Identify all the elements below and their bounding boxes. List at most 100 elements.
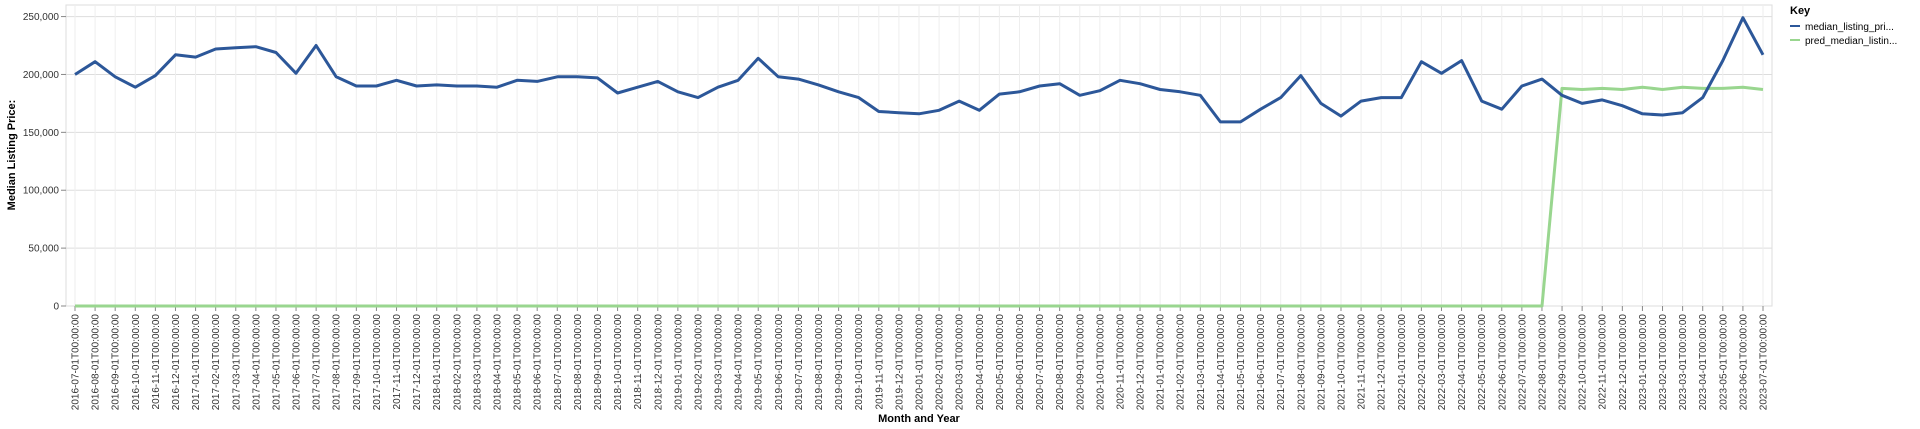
y-tick-label: 200,000 [23,70,60,81]
x-tick-label: 2022-02-01T00:00:00 [1417,314,1428,411]
x-tick-label: 2022-04-01T00:00:00 [1457,314,1468,411]
x-tick-label: 2022-03-01T00:00:00 [1437,314,1448,411]
x-tick-label: 2019-11-01T00:00:00 [874,314,885,410]
legend-label-median: median_listing_pri... [1805,22,1894,33]
x-tick-label: 2023-03-01T00:00:00 [1678,314,1689,411]
x-tick-label: 2017-03-01T00:00:00 [231,314,242,411]
x-tick-label: 2019-04-01T00:00:00 [734,314,745,411]
y-tick-label: 50,000 [28,244,59,255]
x-tick-label: 2022-01-01T00:00:00 [1397,314,1408,411]
x-tick-label: 2023-02-01T00:00:00 [1658,314,1669,411]
x-tick-label: 2023-04-01T00:00:00 [1698,314,1709,411]
x-tick-label: 2020-05-01T00:00:00 [995,314,1006,411]
y-tick-label: 250,000 [23,12,60,23]
x-tick-label: 2019-03-01T00:00:00 [714,314,725,411]
x-tick-label: 2019-02-01T00:00:00 [693,314,704,411]
x-tick-label: 2016-09-01T00:00:00 [111,314,122,411]
x-tick-label: 2022-09-01T00:00:00 [1558,314,1569,411]
x-tick-label: 2017-12-01T00:00:00 [412,314,423,411]
x-tick-label: 2021-06-01T00:00:00 [1256,314,1267,411]
x-tick-label: 2017-01-01T00:00:00 [191,314,202,411]
x-tick-label: 2019-09-01T00:00:00 [834,314,845,411]
x-tick-label: 2022-05-01T00:00:00 [1477,314,1488,411]
y-axis: 0 50,000 100,000 150,000 200,000 250,000 [23,12,66,313]
x-tick-label: 2020-07-01T00:00:00 [1035,314,1046,411]
x-tick-label: 2020-03-01T00:00:00 [955,314,966,411]
x-tick-label: 2022-07-01T00:00:00 [1517,314,1528,411]
x-tick-label: 2018-03-01T00:00:00 [472,314,483,411]
series-line [74,16,1765,124]
x-tick-label: 2020-04-01T00:00:00 [975,314,986,411]
series-layer [74,16,1765,308]
x-tick-label: 2022-08-01T00:00:00 [1537,314,1548,411]
x-axis: 2016-07-01T00:00:00 2016-08-01T00:00:00 20… [71,306,1770,410]
x-tick-label: 2017-04-01T00:00:00 [251,314,262,411]
x-tick-label: 2022-10-01T00:00:00 [1578,314,1589,411]
x-tick-label: 2017-05-01T00:00:00 [271,314,282,411]
x-tick-label: 2018-12-01T00:00:00 [653,314,664,411]
x-tick-label: 2021-11-01T00:00:00 [1357,314,1368,410]
y-tick-label: 100,000 [23,186,60,197]
x-tick-label: 2023-05-01T00:00:00 [1718,314,1729,411]
x-tick-label: 2023-07-01T00:00:00 [1759,314,1770,411]
x-tick-label: 2017-11-01T00:00:00 [392,314,403,410]
x-tick-label: 2020-10-01T00:00:00 [1095,314,1106,411]
x-tick-label: 2022-11-01T00:00:00 [1598,314,1609,410]
x-tick-label: 2021-02-01T00:00:00 [1176,314,1187,411]
legend-label-pred: pred_median_listin... [1805,36,1897,47]
x-tick-label: 2018-06-01T00:00:00 [533,314,544,411]
x-tick-label: 2018-11-01T00:00:00 [633,314,644,410]
x-tick-label: 2021-03-01T00:00:00 [1196,314,1207,411]
x-tick-label: 2022-12-01T00:00:00 [1618,314,1629,411]
x-tick-label: 2021-05-01T00:00:00 [1236,314,1247,411]
x-tick-label: 2017-06-01T00:00:00 [292,314,303,411]
x-tick-label: 2016-10-01T00:00:00 [131,314,142,411]
x-tick-label: 2018-09-01T00:00:00 [593,314,604,411]
x-tick-label: 2019-07-01T00:00:00 [794,314,805,411]
x-tick-label: 2023-06-01T00:00:00 [1738,314,1749,411]
x-tick-label: 2019-01-01T00:00:00 [673,314,684,411]
x-tick-label: 2019-12-01T00:00:00 [894,314,905,411]
x-tick-label: 2021-09-01T00:00:00 [1316,314,1327,411]
x-tick-label: 2017-09-01T00:00:00 [352,314,363,411]
x-tick-label: 2022-06-01T00:00:00 [1497,314,1508,411]
x-tick-label: 2018-07-01T00:00:00 [553,314,564,411]
x-axis-title: Month and Year [878,413,960,425]
x-tick-label: 2021-01-01T00:00:00 [1156,314,1167,411]
x-tick-label: 2020-06-01T00:00:00 [1015,314,1026,411]
x-tick-label: 2017-08-01T00:00:00 [332,314,343,411]
series-line [75,85,1764,308]
legend-title: Key [1790,5,1811,17]
x-tick-label: 2021-04-01T00:00:00 [1216,314,1227,411]
x-tick-label: 2018-01-01T00:00:00 [432,314,443,411]
x-tick-label: 2020-12-01T00:00:00 [1136,314,1147,411]
y-axis-title: Median Listing Price: [6,100,18,211]
x-tick-label: 2016-08-01T00:00:00 [91,314,102,411]
x-tick-label: 2016-11-01T00:00:00 [151,314,162,410]
y-tick-label: 150,000 [23,128,60,139]
x-tick-label: 2020-11-01T00:00:00 [1115,314,1126,410]
x-tick-label: 2021-12-01T00:00:00 [1377,314,1388,411]
x-tick-label: 2020-02-01T00:00:00 [935,314,946,411]
x-tick-label: 2021-07-01T00:00:00 [1276,314,1287,411]
x-tick-label: 2018-05-01T00:00:00 [513,314,524,411]
x-tick-label: 2020-01-01T00:00:00 [915,314,926,411]
x-tick-label: 2016-07-01T00:00:00 [71,314,82,411]
x-tick-label: 2019-08-01T00:00:00 [814,314,825,411]
x-tick-label: 2018-08-01T00:00:00 [573,314,584,411]
x-tick-label: 2018-10-01T00:00:00 [613,314,624,411]
x-tick-label: 2017-02-01T00:00:00 [211,314,222,411]
x-tick-label: 2017-07-01T00:00:00 [312,314,323,411]
x-tick-label: 2018-04-01T00:00:00 [493,314,504,411]
x-tick-label: 2017-10-01T00:00:00 [372,314,383,411]
y-tick-label: 0 [53,302,59,313]
x-tick-label: 2019-06-01T00:00:00 [774,314,785,411]
x-tick-label: 2019-10-01T00:00:00 [854,314,865,411]
x-tick-label: 2021-08-01T00:00:00 [1296,314,1307,411]
x-tick-label: 2020-09-01T00:00:00 [1075,314,1086,411]
legend: Key median_listing_pri... pred_median_li… [1790,5,1897,47]
x-tick-label: 2018-02-01T00:00:00 [452,314,463,411]
x-tick-label: 2016-12-01T00:00:00 [171,314,182,411]
x-tick-label: 2020-08-01T00:00:00 [1055,314,1066,411]
